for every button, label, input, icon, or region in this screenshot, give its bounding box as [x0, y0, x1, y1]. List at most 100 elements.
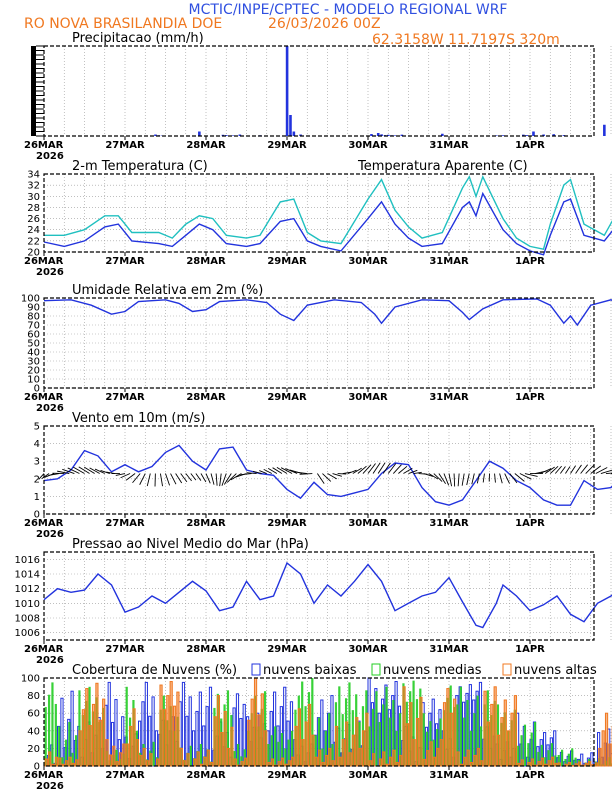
- cloud-bar-high-fill: [409, 702, 412, 766]
- cloud-bar-high-fill: [45, 758, 48, 766]
- wind-arrow: [267, 467, 278, 474]
- cloud-bar-high-fill: [197, 751, 200, 766]
- cloud-bar-high-fill: [507, 730, 510, 766]
- wind-arrow: [276, 467, 288, 474]
- cloud-bar-high-fill: [109, 755, 112, 766]
- cloud-bar-high-fill: [551, 757, 554, 766]
- cloud-bar-mid: [388, 717, 392, 766]
- wind-arrow: [159, 473, 163, 487]
- cloud-bar-mid: [544, 757, 547, 766]
- wind-arrow: [219, 473, 222, 487]
- cloud-bar-mid: [385, 686, 388, 766]
- y-tick-label: 70: [27, 321, 40, 332]
- wind-arrow: [170, 473, 177, 485]
- cloud-bar-mid: [61, 757, 64, 766]
- legend-swatch: [251, 663, 261, 676]
- cloud-bar-high-fill: [267, 762, 271, 766]
- wind-arrow: [73, 466, 85, 474]
- x-tick-label: 26MAR: [24, 518, 64, 529]
- cloud-bar-high-fill: [345, 722, 348, 766]
- cloud-bar-high-fill: [78, 730, 82, 766]
- cloud-bar-high-fill: [112, 746, 115, 766]
- wind-arrow: [352, 467, 362, 474]
- cloud-bar-mid: [301, 681, 304, 766]
- y-tick-label: 100: [21, 294, 40, 305]
- cloud-bar-mid: [571, 748, 574, 766]
- cloud-bar-high-fill: [311, 735, 315, 766]
- cloud-bar-mid: [280, 733, 284, 766]
- y-tick-label: 60: [27, 330, 40, 341]
- cloud-bar-high-fill: [264, 730, 267, 766]
- cloud-bar-high-fill: [443, 702, 446, 766]
- cloud-bar-mid: [290, 730, 294, 766]
- cloud-bar-mid: [51, 682, 54, 766]
- cloud-bar-mid: [567, 753, 570, 766]
- x-tick-label: 29MAR: [267, 518, 307, 529]
- legend-label: nuvens altas: [514, 663, 597, 678]
- x-tick-label: 31MAR: [429, 140, 469, 151]
- cloud-bar-high-fill: [170, 681, 173, 766]
- cloud-bar-high-fill: [575, 763, 578, 766]
- wind-arrow: [438, 473, 446, 484]
- y-tick-label: 24: [27, 225, 40, 236]
- x-tick-label: 30MAR: [348, 256, 388, 267]
- cloud-bar-high-fill: [261, 693, 264, 766]
- wind-arrow: [337, 473, 347, 475]
- x-tick-label: 30MAR: [348, 140, 388, 151]
- x-tick-label: 27MAR: [105, 644, 145, 655]
- cloud-bar-high-fill: [504, 700, 507, 766]
- wind-arrow: [413, 471, 422, 474]
- panel-title: Precipitacao (mm/h): [72, 31, 204, 46]
- precip-bar: [400, 134, 404, 136]
- y-tick-label: 20: [27, 744, 40, 755]
- y-tick-label: 28: [27, 203, 40, 214]
- wind-arrow: [180, 473, 188, 483]
- x-tick-label: 30MAR: [348, 518, 388, 529]
- panel-0: 26MAR 27MAR 28MAR 29MAR 30MAR 31MAR 1APR 2026 Pr…: [24, 31, 612, 162]
- wind-arrow: [165, 473, 170, 486]
- cloud-bar-high-fill: [244, 758, 247, 766]
- wind-arrow: [240, 473, 252, 476]
- cloud-bar-mid: [375, 691, 378, 766]
- x-tick-label: 1APR: [515, 644, 545, 655]
- x-tick-label: 31MAR: [429, 770, 469, 781]
- wind-arrow: [519, 473, 532, 480]
- wind-arrow: [132, 473, 141, 484]
- wind-arrow: [570, 465, 577, 474]
- cloud-bar-high-fill: [89, 725, 92, 766]
- y-tick-label: 3: [34, 457, 40, 468]
- cloud-bar-mid: [368, 726, 371, 766]
- cloud-bar-high-fill: [494, 686, 497, 766]
- cloud-bar-mid: [564, 758, 567, 766]
- wind-arrow: [499, 473, 503, 484]
- cloud-bar-mid: [324, 730, 327, 766]
- wind-arrow: [453, 473, 456, 487]
- cloud-bar-mid: [115, 749, 118, 766]
- cloud-bar-high-fill: [119, 752, 122, 766]
- cloud-bar-mid: [392, 700, 395, 766]
- cloud-bar-high-fill: [554, 763, 558, 766]
- cloud-bar-high-fill: [186, 753, 190, 766]
- cloud-bar-high-fill: [497, 735, 500, 766]
- cloud-bar-mid: [436, 729, 439, 766]
- wind-arrow: [585, 464, 595, 474]
- cloud-bar-mid: [537, 751, 540, 766]
- wind-arrow: [448, 473, 453, 487]
- cloud-bar-mid: [189, 745, 192, 766]
- cloud-bar-mid: [574, 757, 577, 766]
- precip-bar: [552, 134, 556, 136]
- wind-arrow: [115, 473, 126, 476]
- cloud-bar-high-fill: [568, 762, 571, 766]
- wind-arrow: [387, 463, 397, 474]
- x-tick-label: 26MAR: [24, 644, 64, 655]
- wind-arrow: [215, 473, 218, 486]
- cloud-bar-high-fill: [433, 757, 436, 766]
- precip-bar: [370, 134, 373, 136]
- y-tick-label: 4: [34, 439, 40, 450]
- panel-title: Vento em 10m (m/s): [72, 411, 205, 426]
- x-tick-label: 1APR: [515, 392, 545, 403]
- cloud-bar-mid: [314, 735, 317, 766]
- cloud-bar-mid: [473, 713, 476, 766]
- wind-arrow: [200, 473, 207, 483]
